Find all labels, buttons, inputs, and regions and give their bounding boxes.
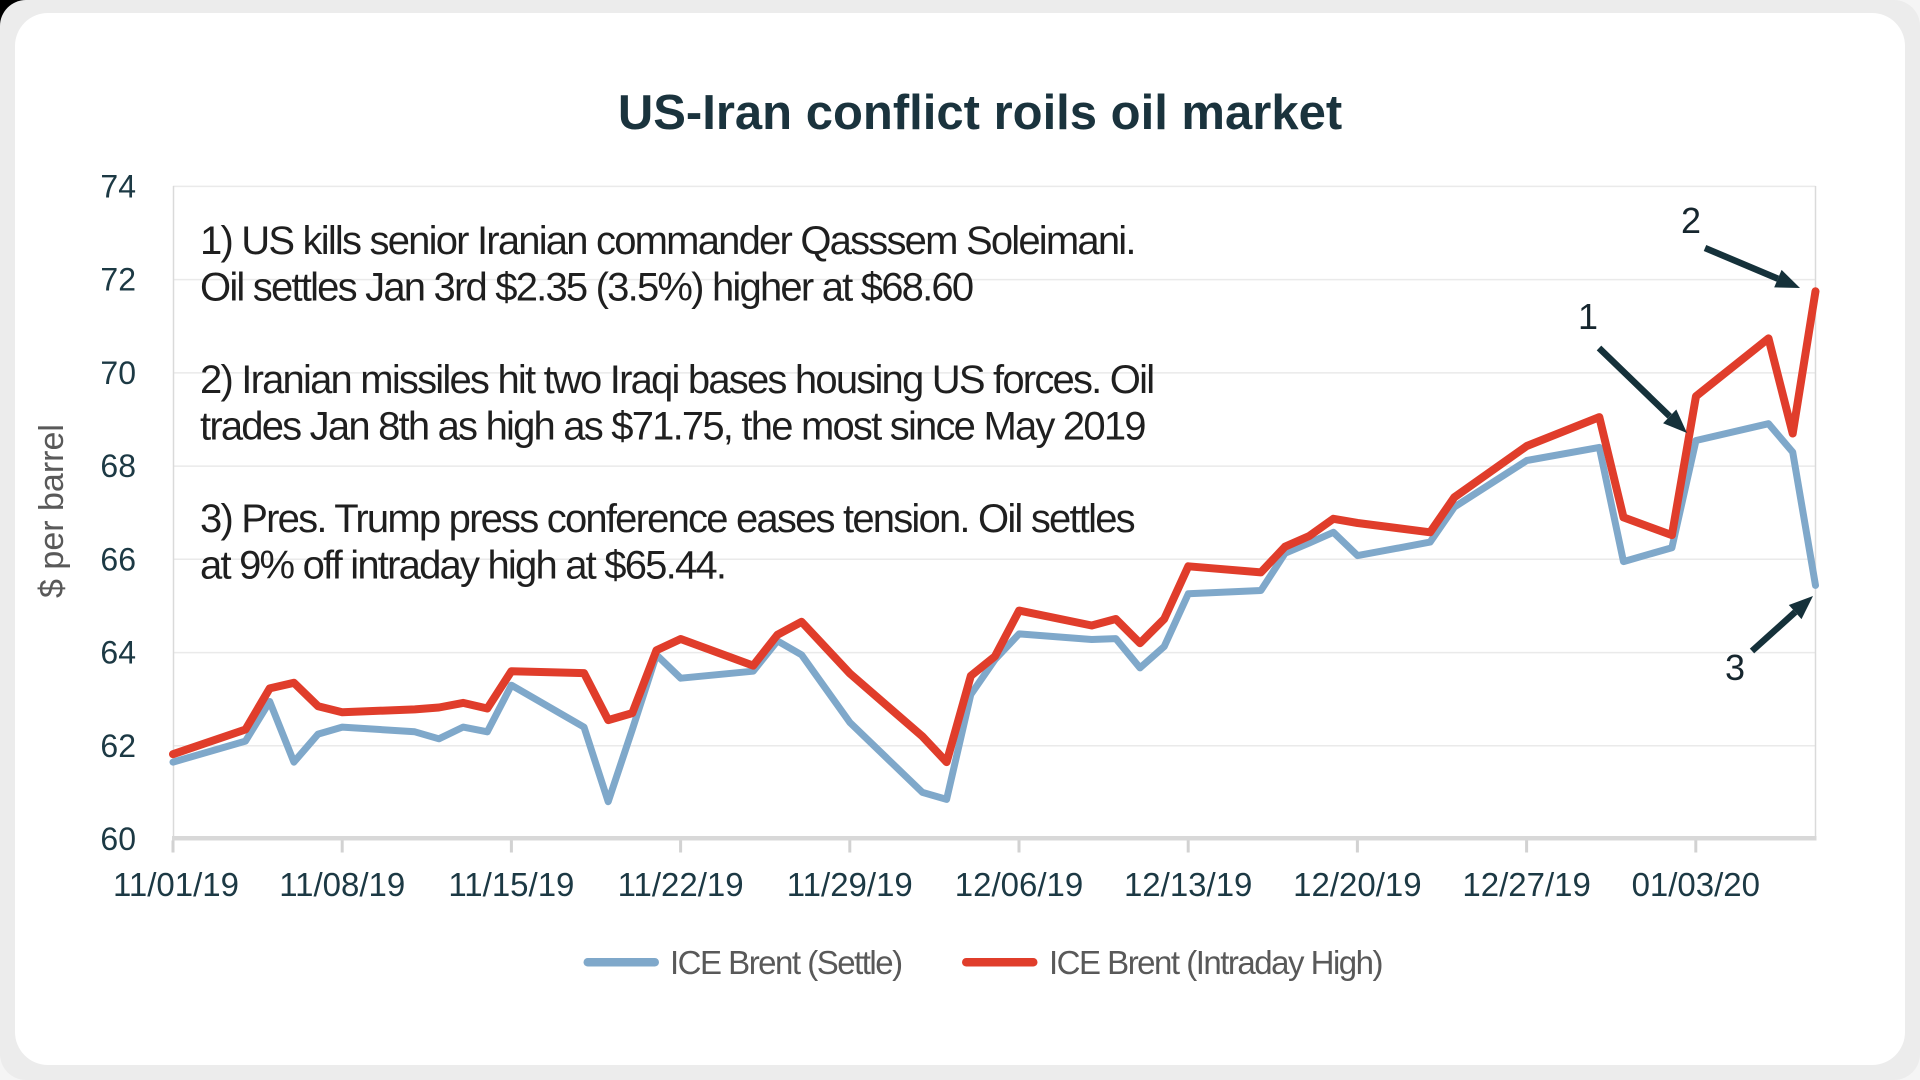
svg-text:01/03/20: 01/03/20 xyxy=(1632,866,1760,903)
svg-text:Oil settles Jan 3rd $2.35 (3.5: Oil settles Jan 3rd $2.35 (3.5%) higher … xyxy=(200,265,973,309)
svg-text:74: 74 xyxy=(100,168,136,204)
svg-text:2: 2 xyxy=(1681,200,1701,241)
svg-text:64: 64 xyxy=(100,635,136,671)
svg-text:trades Jan 8th as high as $71.: trades Jan 8th as high as $71.75, the mo… xyxy=(200,404,1145,448)
svg-text:3) Pres. Trump press conferenc: 3) Pres. Trump press conference eases te… xyxy=(200,497,1135,541)
svg-text:72: 72 xyxy=(100,262,136,298)
svg-text:70: 70 xyxy=(100,355,136,391)
svg-text:at 9% off intraday high at $65: at 9% off intraday high at $65.44. xyxy=(200,543,725,587)
svg-text:12/06/19: 12/06/19 xyxy=(955,866,1083,903)
svg-text:2) Iranian missiles hit two Ir: 2) Iranian missiles hit two Iraqi bases … xyxy=(200,358,1153,402)
svg-text:62: 62 xyxy=(100,728,136,764)
svg-text:11/01/19: 11/01/19 xyxy=(113,866,239,903)
svg-text:11/22/19: 11/22/19 xyxy=(618,866,744,903)
svg-text:ICE Brent (Intraday High): ICE Brent (Intraday High) xyxy=(1049,944,1382,981)
svg-text:$ per barrel: $ per barrel xyxy=(33,424,71,598)
svg-text:US-Iran conflict roils oil mar: US-Iran conflict roils oil market xyxy=(618,86,1342,140)
svg-text:ICE Brent (Settle): ICE Brent (Settle) xyxy=(670,944,902,981)
svg-text:12/13/19: 12/13/19 xyxy=(1124,866,1252,903)
svg-text:12/27/19: 12/27/19 xyxy=(1462,866,1590,903)
svg-text:60: 60 xyxy=(100,821,136,857)
svg-text:11/29/19: 11/29/19 xyxy=(787,866,913,903)
svg-text:3: 3 xyxy=(1725,647,1745,688)
svg-text:68: 68 xyxy=(100,448,136,484)
svg-text:11/08/19: 11/08/19 xyxy=(279,866,405,903)
svg-text:11/15/19: 11/15/19 xyxy=(448,866,574,903)
svg-text:1) US kills senior Iranian com: 1) US kills senior Iranian commander Qas… xyxy=(200,219,1135,263)
svg-text:12/20/19: 12/20/19 xyxy=(1293,866,1421,903)
svg-text:66: 66 xyxy=(100,541,136,577)
svg-text:1: 1 xyxy=(1578,296,1598,337)
